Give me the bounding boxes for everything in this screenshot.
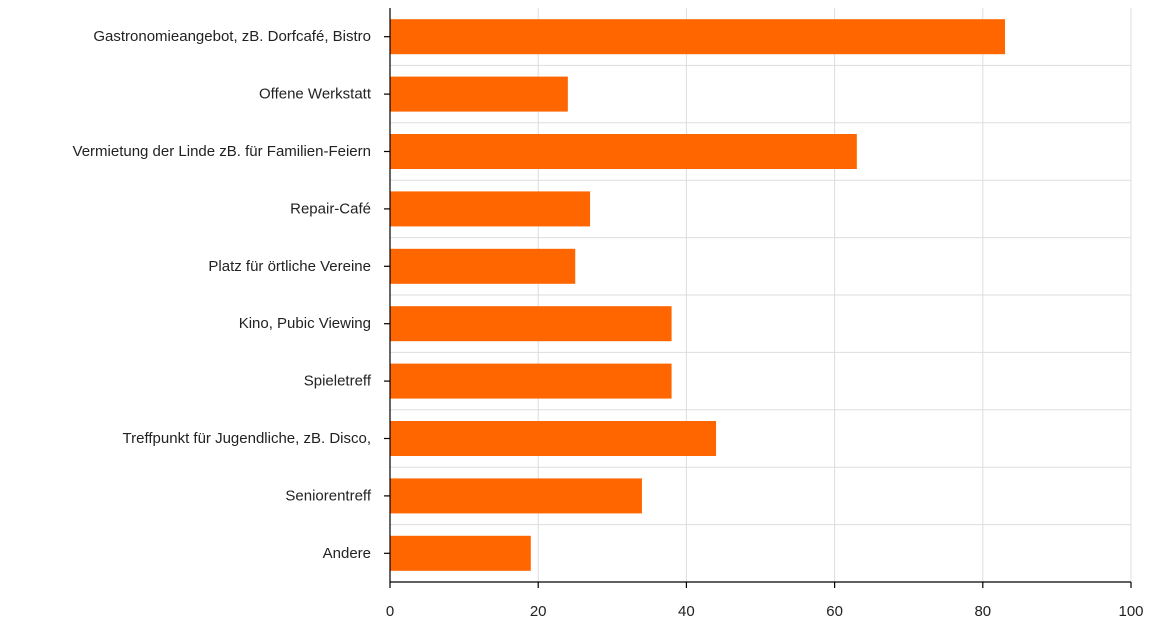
x-tick-label-100: 100 [1118,603,1143,620]
category-label-0: Gastronomieangebot, zB. Dorfcafé, Bistro [93,28,371,45]
category-label-9: Andere [323,545,371,562]
bar-4 [390,248,576,284]
bars [390,19,1006,571]
axes [384,8,1132,588]
bar-8 [390,478,642,514]
category-label-3: Repair-Café [290,200,371,217]
x-tick-labels: 0 20 40 60 80 100 [386,603,1144,620]
category-label-1: Offene Werkstatt [259,86,372,103]
x-tick-label-80: 80 [974,603,991,620]
bar-7 [390,421,717,456]
category-label-6: Spieletreff [304,373,372,390]
bar-2 [390,134,857,169]
bar-1 [390,76,568,112]
gridlines [390,8,1132,582]
x-tick-label-0: 0 [386,603,394,620]
x-tick-label-20: 20 [530,603,547,620]
bar-9 [390,535,531,571]
bar-0 [390,19,1006,55]
category-label-4: Platz für örtliche Vereine [208,258,371,275]
category-labels: Gastronomieangebot, zB. Dorfcafé, Bistro… [73,28,372,562]
bar-5 [390,306,672,342]
category-label-2: Vermietung der Linde zB. für Familien-Fe… [73,143,371,160]
category-label-7: Treffpunkt für Jugendliche, zB. Disco, [123,430,371,447]
x-tick-label-60: 60 [826,603,843,620]
bar-6 [390,363,672,399]
x-tick-label-40: 40 [678,603,695,620]
category-label-5: Kino, Pubic Viewing [239,315,371,332]
bar-3 [390,191,591,227]
category-label-8: Seniorentreff [285,487,371,504]
